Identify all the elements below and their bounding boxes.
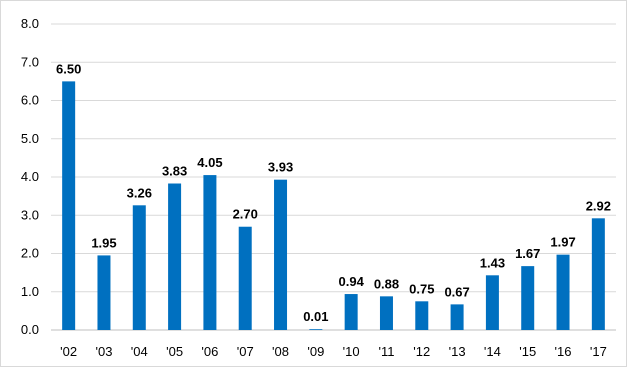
data-label: 1.95 <box>91 235 116 250</box>
bar <box>168 183 182 330</box>
bar <box>97 255 111 330</box>
y-tick-label: 6.0 <box>21 93 39 108</box>
y-tick-label: 2.0 <box>21 246 39 261</box>
x-tick-label: '11 <box>378 344 394 359</box>
y-tick-label: 4.0 <box>21 169 39 184</box>
y-axis-ticks: 0.0 1.0 2.0 3.0 4.0 5.0 6.0 7.0 8.0 <box>21 16 39 337</box>
data-label: 0.01 <box>303 309 328 324</box>
x-tick-label: '13 <box>449 344 466 359</box>
x-tick-label: '05 <box>166 344 183 359</box>
data-label: 2.92 <box>586 198 611 213</box>
bar <box>132 205 146 330</box>
bar <box>415 301 429 330</box>
data-labels: 6.50 1.95 3.26 3.83 4.05 2.70 3.93 0.01 0.94 0.88… <box>56 61 611 324</box>
y-tick-label: 0.0 <box>21 322 39 337</box>
x-tick-label: '10 <box>343 344 360 359</box>
x-tick-label: '08 <box>272 344 289 359</box>
x-tick-label: '12 <box>413 344 430 359</box>
x-tick-label: '17 <box>590 344 607 359</box>
bar <box>379 296 393 330</box>
data-label: 0.94 <box>339 274 365 289</box>
y-tick-label: 7.0 <box>21 54 39 69</box>
bar <box>309 329 323 330</box>
data-label: 0.88 <box>374 276 399 291</box>
data-label: 0.67 <box>444 284 469 299</box>
x-tick-label: '04 <box>131 344 148 359</box>
data-label: 6.50 <box>56 61 81 76</box>
data-label: 3.26 <box>127 185 152 200</box>
bar <box>203 175 217 330</box>
y-tick-label: 3.0 <box>21 207 39 222</box>
x-tick-label: '16 <box>555 344 572 359</box>
x-tick-label: '09 <box>307 344 324 359</box>
x-tick-label: '03 <box>95 344 112 359</box>
bar <box>591 218 605 330</box>
x-axis-ticks: '02 '03 '04 '05 '06 '07 '08 '09 '10 '11 '12 '13 '14 '… <box>60 344 607 359</box>
x-tick-label: '06 <box>201 344 218 359</box>
bars <box>62 81 605 330</box>
x-tick-label: '07 <box>237 344 254 359</box>
x-tick-label: '15 <box>519 344 536 359</box>
data-label: 3.93 <box>268 160 293 175</box>
x-tick-label: '14 <box>484 344 501 359</box>
bar <box>62 81 76 330</box>
bar <box>238 226 252 330</box>
data-label: 1.67 <box>515 246 540 261</box>
bar <box>485 275 499 330</box>
x-tick-label: '02 <box>60 344 77 359</box>
data-label: 2.70 <box>233 207 258 222</box>
bar <box>556 254 570 330</box>
bar <box>450 304 464 330</box>
bar <box>274 179 288 330</box>
y-tick-label: 8.0 <box>21 16 39 31</box>
y-tick-label: 5.0 <box>21 131 39 146</box>
bar <box>521 266 535 330</box>
data-label: 1.43 <box>480 255 505 270</box>
data-label: 0.75 <box>409 281 434 296</box>
data-label: 3.83 <box>162 164 187 179</box>
y-tick-label: 1.0 <box>21 284 39 299</box>
data-label: 1.97 <box>550 235 575 250</box>
bar <box>344 294 358 330</box>
data-label: 4.05 <box>197 155 222 170</box>
